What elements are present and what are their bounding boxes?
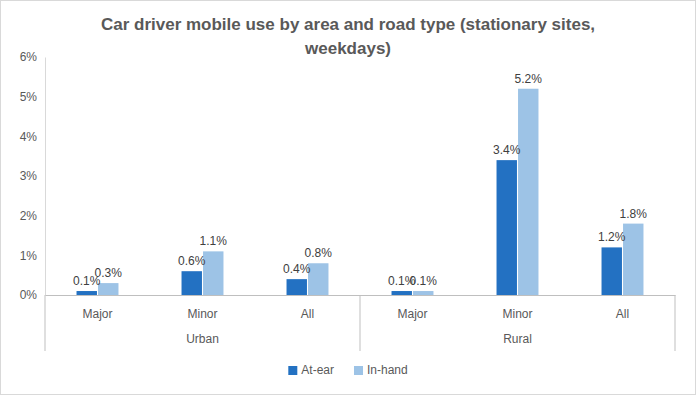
bar bbox=[77, 291, 97, 295]
data-label: 0.4% bbox=[283, 262, 311, 276]
y-tick: 6% bbox=[20, 50, 45, 64]
data-label: 1.8% bbox=[620, 207, 648, 221]
y-tick: 4% bbox=[20, 130, 45, 144]
y-tick: 2% bbox=[20, 209, 45, 223]
data-label: 0.6% bbox=[178, 254, 206, 268]
x-tick: Minor bbox=[502, 295, 532, 321]
chart-title: Car driver mobile use by area and road t… bbox=[101, 15, 595, 58]
y-tick-label: 3% bbox=[20, 169, 38, 183]
chart-title-line: Car driver mobile use by area and road t… bbox=[101, 15, 595, 34]
bar bbox=[497, 160, 517, 295]
x-tick: Major bbox=[397, 295, 427, 321]
group-label: Urban bbox=[186, 332, 219, 346]
y-tick-label: 4% bbox=[20, 130, 38, 144]
bar bbox=[287, 279, 307, 295]
chart: Car driver mobile use by area and road t… bbox=[0, 0, 696, 395]
legend-swatch bbox=[354, 366, 363, 375]
y-tick: 1% bbox=[20, 249, 45, 263]
data-labels: 0.1%0.6%0.4%0.1%3.4%1.2%0.3%1.1%0.8%0.1%… bbox=[73, 72, 647, 288]
group-separator bbox=[45, 295, 46, 351]
y-tick-label: 1% bbox=[20, 249, 38, 263]
legend-label: At-ear bbox=[301, 363, 334, 377]
category-groups: Urban Rural bbox=[45, 295, 675, 351]
bar bbox=[623, 224, 643, 295]
y-tick-label: 6% bbox=[20, 50, 38, 64]
y-axis: 0% 1% 2% 3% 4% 5% 6% bbox=[20, 50, 46, 302]
data-label: 1.2% bbox=[598, 230, 626, 244]
x-tick: Minor bbox=[187, 295, 217, 321]
y-tick-label: 2% bbox=[20, 209, 38, 223]
data-label: 3.4% bbox=[493, 143, 521, 157]
x-tick-label: All bbox=[301, 307, 314, 321]
data-label: 1.1% bbox=[200, 234, 228, 248]
bar bbox=[182, 271, 202, 295]
y-tick: 0% bbox=[20, 288, 45, 302]
y-axis-line bbox=[45, 58, 46, 296]
y-tick: 3% bbox=[20, 169, 45, 183]
bar bbox=[413, 291, 433, 295]
x-tick: All bbox=[301, 295, 314, 321]
data-label: 5.2% bbox=[515, 72, 543, 86]
y-tick-label: 0% bbox=[20, 288, 38, 302]
x-tick: Major bbox=[82, 295, 112, 321]
bar bbox=[98, 283, 118, 295]
y-tick: 5% bbox=[20, 90, 45, 104]
legend: At-ear In-hand bbox=[288, 363, 407, 377]
bar bbox=[392, 291, 412, 295]
legend-label: In-hand bbox=[367, 363, 408, 377]
group-separator bbox=[360, 295, 361, 351]
group-separator bbox=[675, 295, 676, 351]
x-tick-label: Major bbox=[397, 307, 427, 321]
y-tick-label: 5% bbox=[20, 90, 38, 104]
data-label: 0.3% bbox=[95, 266, 123, 280]
legend-swatch bbox=[288, 366, 297, 375]
x-tick-label: All bbox=[616, 307, 629, 321]
bar bbox=[203, 251, 223, 295]
legend-item: In-hand bbox=[354, 363, 408, 377]
group-label: Rural bbox=[503, 332, 532, 346]
bar bbox=[308, 263, 328, 295]
x-tick-label: Minor bbox=[502, 307, 532, 321]
data-label: 0.1% bbox=[410, 274, 438, 288]
bar bbox=[602, 247, 622, 295]
series-bars bbox=[77, 160, 622, 295]
bars bbox=[77, 89, 644, 295]
x-tick-label: Major bbox=[82, 307, 112, 321]
chart-title-line: weekdays) bbox=[304, 39, 391, 58]
x-tick: All bbox=[616, 295, 629, 321]
legend-item: At-ear bbox=[288, 363, 334, 377]
data-label: 0.8% bbox=[305, 246, 333, 260]
chart-border bbox=[1, 1, 696, 395]
bar bbox=[518, 89, 538, 295]
x-tick-label: Minor bbox=[187, 307, 217, 321]
series-bars bbox=[98, 89, 643, 295]
